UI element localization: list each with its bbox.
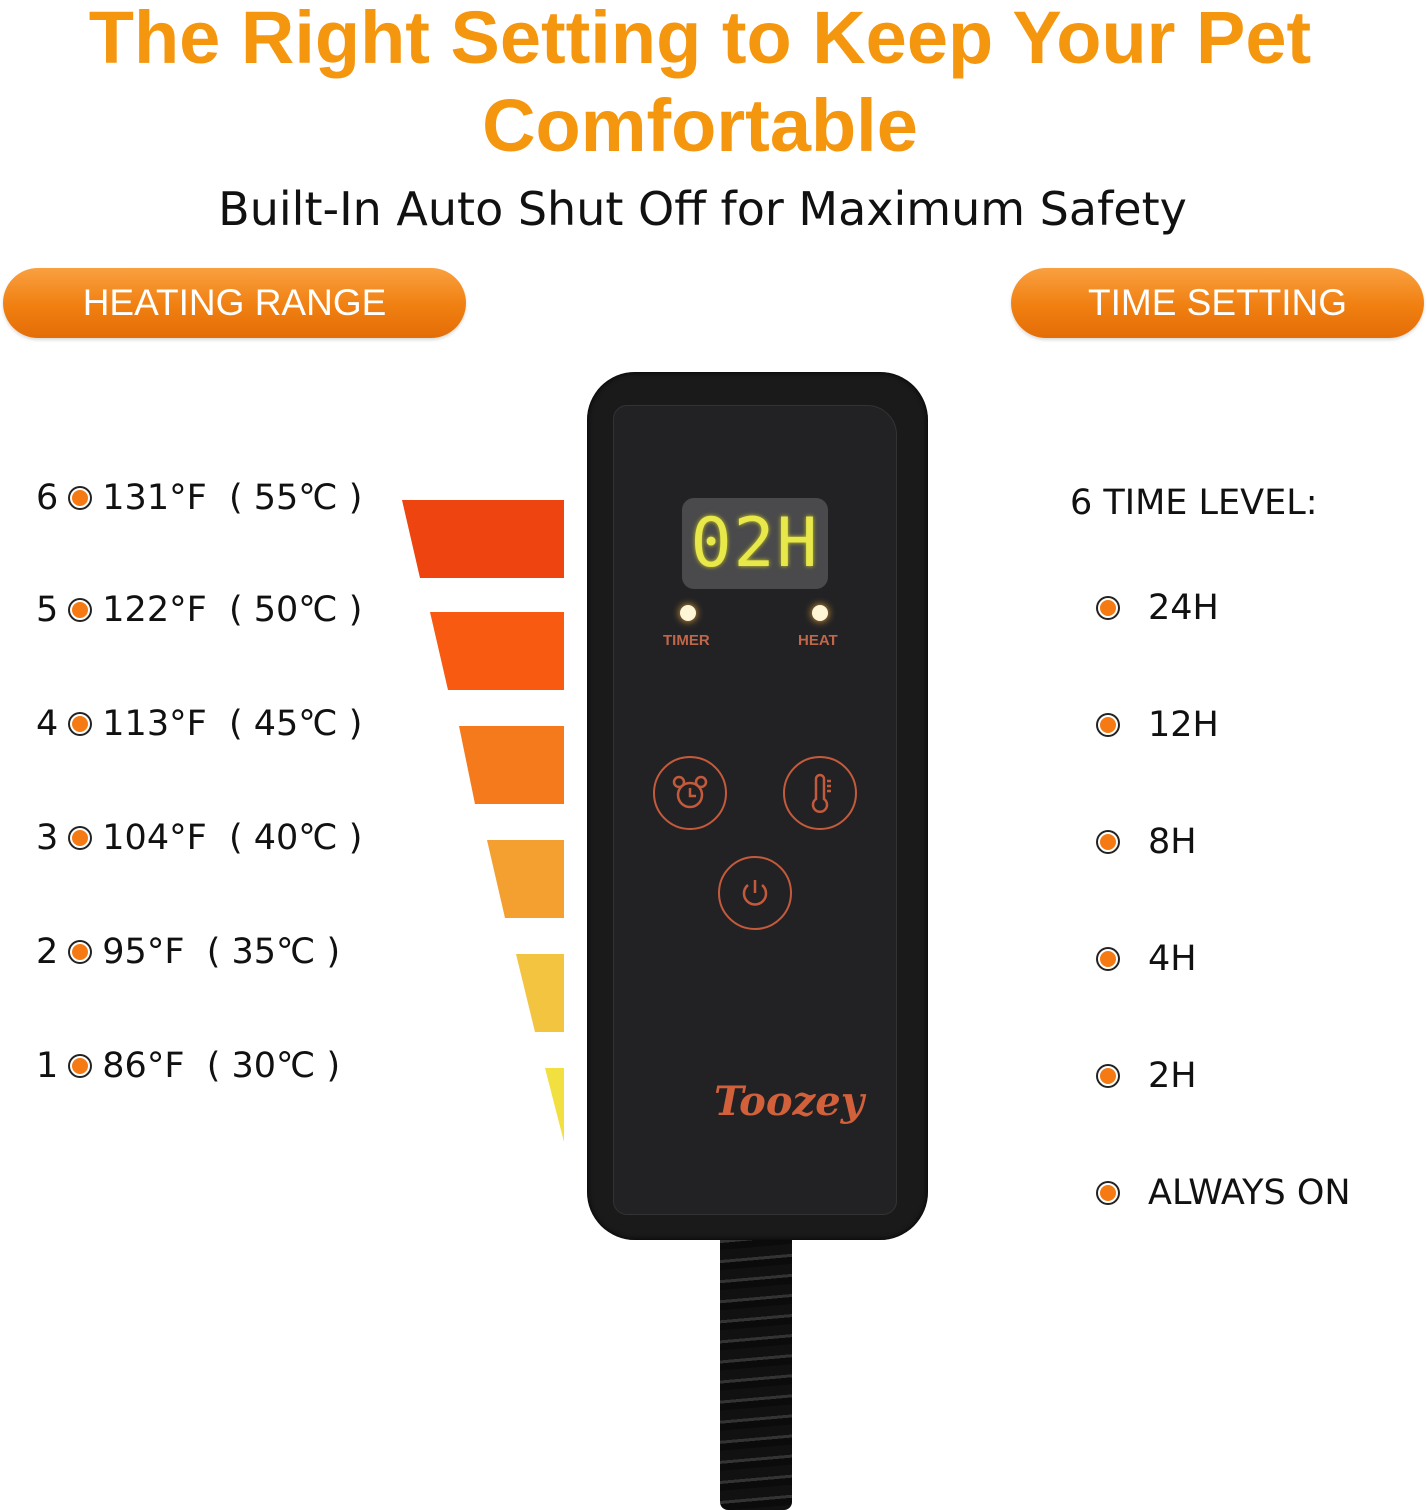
bullet-icon: [1098, 832, 1118, 852]
heat-led: [812, 605, 828, 621]
time-level-label: 2H: [1148, 1056, 1197, 1096]
bullet-icon: [70, 1056, 91, 1076]
time-level-label: 12H: [1148, 705, 1219, 745]
level-number: 5: [36, 590, 59, 630]
power-icon: [742, 880, 768, 906]
bullet-icon: [1098, 715, 1118, 735]
time-level-item: 2H: [1098, 1056, 1197, 1096]
level-temperature: 95°F ( 35℃ ): [102, 932, 341, 972]
time-setting-badge: TIME SETTING: [1011, 268, 1424, 338]
level-number: 6: [36, 478, 59, 518]
bullet-icon: [70, 828, 91, 848]
alarm-clock-icon: [672, 775, 708, 809]
heat-label: HEAT: [798, 632, 838, 649]
heat-level-row: 4 113°F ( 45℃ ): [36, 704, 362, 744]
bullet-icon: [1098, 1183, 1118, 1203]
heat-level-bar: [402, 500, 564, 578]
page-title: The Right Setting to Keep Your Pet Comfo…: [88, 0, 1312, 167]
bullet-icon: [70, 714, 91, 734]
heat-level-bar: [430, 612, 564, 690]
level-number: 4: [36, 704, 59, 744]
time-level-label: ALWAYS ON: [1148, 1173, 1351, 1213]
brand-logo: Toozey: [714, 1078, 864, 1125]
heat-level-row: 1 86°F ( 30℃ ): [36, 1046, 340, 1086]
heat-level-row: 2 95°F ( 35℃ ): [36, 932, 340, 972]
time-level-label: 4H: [1148, 939, 1197, 979]
timer-button[interactable]: [653, 756, 727, 830]
time-level-heading: 6 TIME LEVEL:: [1070, 483, 1318, 523]
controller: 02H TIMER HEAT Toozey: [587, 372, 928, 1240]
heat-level-row: 6 131°F ( 55℃ ): [36, 478, 362, 518]
time-level-item: 12H: [1098, 705, 1219, 745]
heat-level-bar: [487, 840, 564, 918]
digital-display: 02H: [682, 498, 828, 589]
bullet-icon: [1098, 598, 1118, 618]
bullet-icon: [70, 488, 91, 508]
heat-button[interactable]: [783, 756, 857, 830]
time-level-label: 24H: [1148, 588, 1219, 628]
heat-level-row: 3 104°F ( 40℃ ): [36, 818, 362, 858]
bullet-icon: [70, 600, 91, 620]
time-level-item: 24H: [1098, 588, 1219, 628]
bullet-icon: [1098, 1066, 1118, 1086]
time-level-item: 4H: [1098, 939, 1197, 979]
heat-level-row: 5 122°F ( 50℃ ): [36, 590, 362, 630]
timer-label: TIMER: [663, 632, 710, 649]
heat-level-bar: [459, 726, 564, 804]
level-temperature: 104°F ( 40℃ ): [102, 818, 363, 858]
heat-level-bar: [516, 954, 564, 1032]
power-button[interactable]: [718, 856, 792, 930]
heating-range-badge: HEATING RANGE: [3, 268, 466, 338]
level-temperature: 122°F ( 50℃ ): [102, 590, 363, 630]
power-cable: [720, 1230, 792, 1510]
heat-level-bars: [402, 500, 564, 1142]
timer-led: [680, 605, 696, 621]
level-temperature: 131°F ( 55℃ ): [102, 478, 363, 518]
subtitle: Built-In Auto Shut Off for Maximum Safet…: [218, 182, 1187, 236]
level-number: 3: [36, 818, 59, 858]
level-temperature: 113°F ( 45℃ ): [102, 704, 363, 744]
level-temperature: 86°F ( 30℃ ): [102, 1046, 341, 1086]
bullet-icon: [1098, 949, 1118, 969]
controller-panel: 02H TIMER HEAT Toozey: [613, 405, 897, 1215]
time-level-item: 8H: [1098, 822, 1197, 862]
heat-level-bar: [545, 1068, 564, 1142]
level-number: 1: [36, 1046, 59, 1086]
bullet-icon: [70, 942, 91, 962]
time-level-label: 8H: [1148, 822, 1197, 862]
level-number: 2: [36, 932, 59, 972]
time-level-item: ALWAYS ON: [1098, 1173, 1351, 1213]
thermometer-icon: [811, 773, 831, 813]
